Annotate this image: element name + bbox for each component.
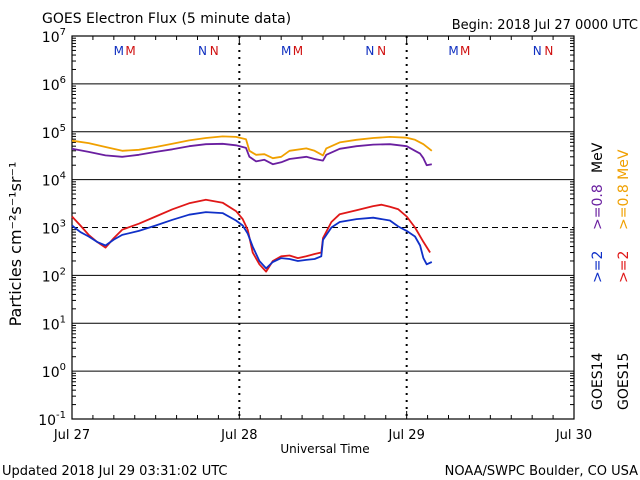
- y-tick-label: 100: [42, 362, 66, 381]
- y-tick-label: 104: [42, 171, 66, 190]
- y-tick-label: 103: [42, 219, 66, 238]
- x-tick-label: Jul 28: [220, 428, 257, 443]
- legend-mev-unit: MeV: [590, 142, 606, 173]
- legend-goes14: GOES14 >=2 >=0.8 MeV: [590, 142, 606, 410]
- mn-marker: N: [210, 44, 219, 58]
- series-line-1: [71, 142, 432, 167]
- legend-goes14-08mev: >=0.8: [590, 184, 606, 230]
- y-tick-label: 102: [42, 266, 66, 285]
- mn-marker: N: [198, 44, 207, 58]
- mn-marker: M: [281, 44, 291, 58]
- y-axis-title: Particles cm⁻²s⁻¹sr⁻¹: [6, 162, 25, 327]
- legend-goes15-08mev: >=0.8 MeV: [616, 149, 632, 230]
- mn-marker: N: [544, 44, 553, 58]
- x-tick-label: Jul 29: [387, 428, 424, 443]
- series-line-0: [71, 135, 433, 160]
- x-tick-labels: Jul 27 Jul 28 Jul 29 Jul 30: [53, 428, 592, 443]
- chart-title: GOES Electron Flux (5 minute data): [42, 11, 291, 27]
- legend-goes14-2mev: >=2: [590, 251, 606, 283]
- x-tick-label: Jul 30: [555, 428, 592, 443]
- updated-timestamp: Updated 2018 Jul 29 03:31:02 UTC: [2, 464, 227, 479]
- mn-marker: M: [460, 44, 470, 58]
- series-line-3: [71, 211, 433, 270]
- source-credit: NOAA/SWPC Boulder, CO USA: [445, 464, 638, 479]
- series-layer: [71, 135, 433, 273]
- mn-marker: N: [365, 44, 374, 58]
- mn-marker: M: [114, 44, 124, 58]
- series-line-2: [71, 198, 431, 273]
- y-tick-label: 101: [42, 314, 66, 333]
- y-tick-label: 106: [42, 75, 66, 94]
- y-tick-label: 10-1: [38, 410, 66, 429]
- y-tick-label: 107: [42, 27, 66, 46]
- day-separator-lines: [238, 36, 408, 419]
- mn-marker: M: [448, 44, 458, 58]
- mn-marker: M: [293, 44, 303, 58]
- y-tick-labels: 107 106 105 104 103 102 101 100 10-1: [38, 27, 66, 429]
- decade-gridlines: [72, 83, 574, 372]
- minor-tick-marks: [71, 36, 575, 419]
- mn-marker: M: [125, 44, 135, 58]
- legend-goes15-2mev: >=2: [616, 251, 632, 283]
- x-axis-title: Universal Time: [280, 442, 369, 456]
- begin-time-label: Begin: 2018 Jul 27 0000 UTC: [452, 18, 638, 33]
- y-tick-label: 105: [42, 123, 66, 142]
- x-tick-label: Jul 27: [53, 428, 90, 443]
- legend-goes14-label: GOES14: [590, 352, 606, 410]
- mn-marker: N: [377, 44, 386, 58]
- legend-goes15-label: GOES15: [616, 353, 632, 410]
- mn-marker: N: [533, 44, 542, 58]
- legend-goes15: GOES15 >=2 >=0.8 MeV: [616, 149, 632, 410]
